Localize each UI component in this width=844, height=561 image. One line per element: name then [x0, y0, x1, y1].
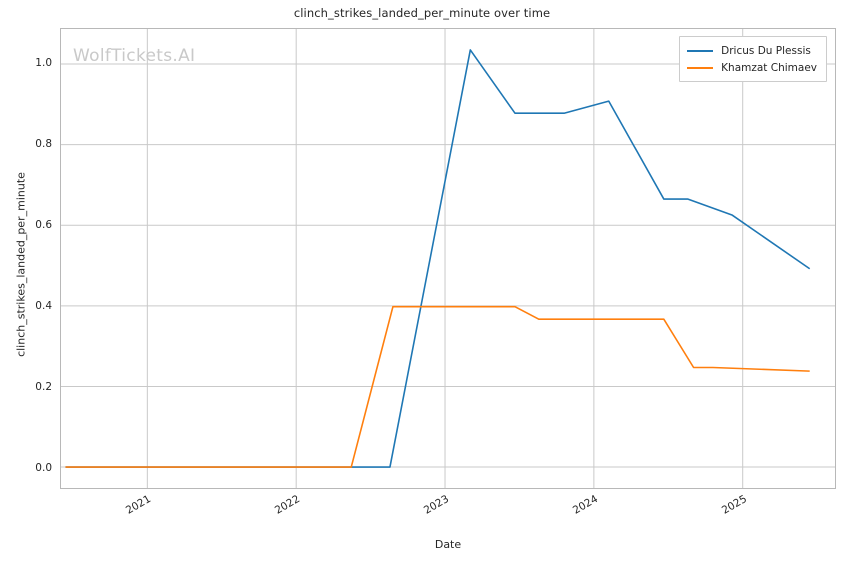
y-tick-label-3: 0.6: [35, 219, 52, 232]
legend-swatch-icon-0: [687, 49, 714, 52]
y-tick-label-5: 1.0: [35, 57, 52, 70]
y-tick-label-2: 0.4: [35, 300, 52, 313]
chart-title: clinch_strikes_landed_per_minute over ti…: [293, 6, 551, 20]
x-tick-label-4: 2025: [720, 493, 750, 517]
x-tick-label-0: 2021: [123, 493, 153, 517]
legend-label-0: Dricus Du Plessis: [721, 44, 811, 57]
x-tick-label-2: 2023: [421, 493, 451, 517]
legend-item-1[interactable]: Khamzat Chimaev: [687, 59, 817, 76]
legend-layer: Dricus Du Plessis Khamzat Chimaev: [61, 29, 835, 488]
x-axis-title: Date: [434, 538, 462, 551]
y-axis-tick-labels: 0.0 0.2 0.4 0.6 0.8 1.0: [0, 28, 52, 489]
chart-legend[interactable]: Dricus Du Plessis Khamzat Chimaev: [679, 36, 827, 82]
legend-item-0[interactable]: Dricus Du Plessis: [687, 42, 817, 59]
y-axis-title: clinch_strikes_landed_per_minute: [14, 172, 28, 357]
legend-label-1: Khamzat Chimaev: [721, 61, 817, 74]
series-line-1: [65, 305, 810, 468]
y-tick-label-1: 0.2: [35, 381, 52, 393]
plot-area: WolfTickets.AI Dricus Du Plessis Khamzat …: [60, 28, 836, 489]
legend-swatch-icon-1: [687, 66, 714, 69]
y-tick-label-4: 0.8: [35, 138, 52, 151]
x-axis-tick-labels: 2021 2022 2023 2024 2025: [60, 489, 836, 535]
y-tick-label-0: 0.0: [35, 461, 52, 474]
x-tick-label-1: 2022: [272, 493, 302, 517]
series-line-0: [65, 49, 811, 468]
x-tick-label-3: 2024: [571, 493, 601, 517]
data-series-layer: [65, 49, 811, 468]
watermark-layer: WolfTickets.AI: [61, 29, 835, 488]
watermark-text: WolfTickets.AI: [73, 46, 196, 66]
